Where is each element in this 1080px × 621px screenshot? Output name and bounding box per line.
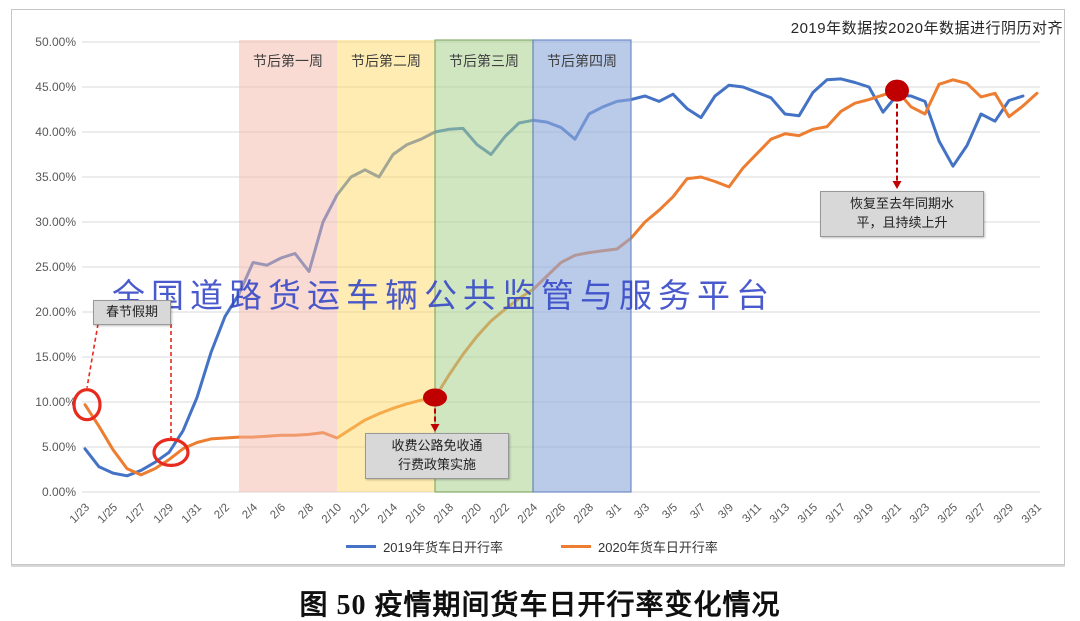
y-tick-label: 5.00% <box>42 440 76 454</box>
x-tick-label: 3/11 <box>740 502 764 526</box>
line-chart: 0.00% 5.00% 10.00% 15.00% 20.00% 25.00% 30.00%… <box>35 35 1044 526</box>
annotation-recovery-level: 恢复至去年同期水 平，且持续上升 <box>820 191 984 237</box>
y-tick-label: 45.00% <box>35 80 76 94</box>
x-tick-label: 3/9 <box>716 502 736 522</box>
highlight-circle-1-29 <box>152 437 190 467</box>
x-tick-label: 1/31 <box>180 502 204 526</box>
highlight-circle-1-23 <box>72 388 102 422</box>
figure-caption: 图 50 疫情期间货车日开行率变化情况 <box>299 590 781 621</box>
x-tick-label: 2/22 <box>488 502 512 526</box>
legend-swatch-2020 <box>561 545 591 548</box>
y-tick-label: 50.00% <box>35 35 76 49</box>
x-tick-label: 3/23 <box>908 502 932 526</box>
x-tick-label: 3/15 <box>796 502 820 526</box>
y-tick-label: 30.00% <box>35 215 76 229</box>
x-tick-label: 1/27 <box>124 502 148 526</box>
band-节后第四周 <box>532 39 632 493</box>
dashed-line <box>86 323 99 388</box>
x-tick-label: 2/16 <box>404 502 428 526</box>
band-label: 节后第一周 <box>253 53 323 69</box>
x-tick-label: 2/14 <box>376 501 401 526</box>
band-节后第一周 <box>239 40 337 492</box>
x-tick-label: 3/27 <box>964 502 988 526</box>
y-tick-label: 35.00% <box>35 170 76 184</box>
x-axis-labels: 1/23 1/25 1/27 1/29 1/31 2/2 2/4 2/6 2/8 2/10 2/12… <box>68 501 1044 526</box>
annotation-toll-free-policy: 收费公路免收通 行费政策实施 <box>365 433 509 479</box>
watermark: 全国道路货运车辆公共监管与服务平台 <box>112 277 775 314</box>
y-tick-label: 20.00% <box>35 305 76 319</box>
legend-item-2019: 2019年货车日开行率 <box>346 537 503 556</box>
x-tick-label: 3/21 <box>880 502 904 526</box>
x-tick-label: 2/12 <box>348 502 372 526</box>
x-tick-label: 2/10 <box>320 502 344 526</box>
x-tick-label: 1/25 <box>96 502 120 526</box>
x-tick-label: 2/6 <box>268 502 288 522</box>
arrowhead <box>892 181 902 189</box>
band-节后第三周 <box>434 39 534 493</box>
alignment-note: 2019年数据按2020年数据进行阴历对齐 <box>790 20 1063 37</box>
band-label: 节后第四周 <box>547 53 617 69</box>
event-dot-recovery <box>885 79 909 102</box>
legend: 2019年货车日开行率 2020年货车日开行率 <box>0 537 1064 556</box>
x-tick-label: 3/3 <box>632 502 652 522</box>
band-label: 节后第三周 <box>449 53 519 69</box>
y-tick-label: 0.00% <box>42 485 76 499</box>
legend-label-2019: 2019年货车日开行率 <box>383 540 503 555</box>
x-tick-label: 3/31 <box>1020 502 1044 526</box>
x-tick-label: 2/26 <box>544 502 568 526</box>
x-tick-label: 3/1 <box>604 502 624 522</box>
x-tick-label: 2/2 <box>212 502 232 522</box>
y-axis-labels: 0.00% 5.00% 10.00% 15.00% 20.00% 25.00% 30.00%… <box>35 35 76 499</box>
x-tick-label: 3/5 <box>660 502 680 522</box>
legend-label-2020: 2020年货车日开行率 <box>598 540 718 555</box>
band-节后第二周 <box>337 40 435 492</box>
x-tick-label: 3/17 <box>824 502 848 526</box>
y-tick-label: 15.00% <box>35 350 76 364</box>
x-tick-label: 1/29 <box>152 502 176 526</box>
x-tick-label: 3/7 <box>688 502 708 522</box>
x-tick-label: 2/24 <box>516 501 541 526</box>
x-tick-label: 3/13 <box>768 502 792 526</box>
y-tick-label: 10.00% <box>35 395 76 409</box>
annotation-marks <box>72 79 909 467</box>
week-bands: 节后第一周 节后第二周 节后第三周 节后第四周 <box>239 39 632 493</box>
x-tick-label: 2/4 <box>240 501 260 521</box>
x-tick-label: 3/19 <box>852 502 876 526</box>
x-tick-label: 2/28 <box>572 502 596 526</box>
y-tick-label: 40.00% <box>35 125 76 139</box>
legend-item-2020: 2020年货车日开行率 <box>561 537 718 556</box>
x-tick-label: 2/18 <box>432 502 456 526</box>
legend-swatch-2019 <box>346 545 377 548</box>
x-tick-label: 3/25 <box>936 502 960 526</box>
y-tick-label: 25.00% <box>35 260 76 274</box>
arrowhead <box>430 424 440 432</box>
annotation-spring-festival: 春节假期 <box>93 300 172 325</box>
event-dot-toll-free <box>423 388 447 407</box>
x-tick-label: 3/29 <box>992 502 1016 526</box>
x-tick-label: 1/23 <box>68 502 92 526</box>
x-tick-label: 2/8 <box>296 502 316 522</box>
band-label: 节后第二周 <box>351 53 421 69</box>
x-tick-label: 2/20 <box>460 502 484 526</box>
